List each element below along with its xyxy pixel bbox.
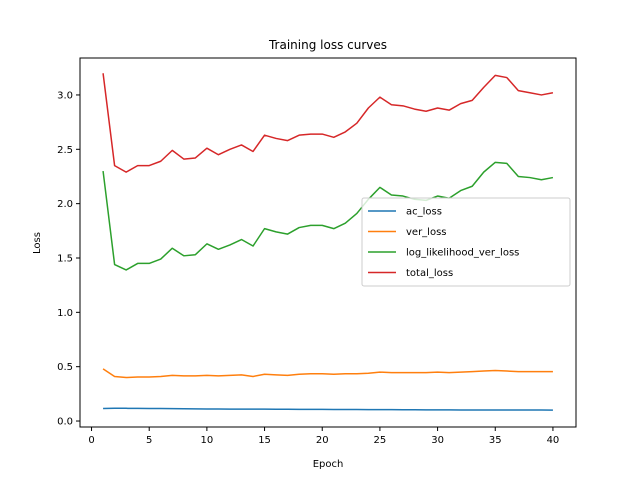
y-axis-ticks: 0.0 0.5 1.0 1.5 2.0 2.5 3.0 [57,90,80,428]
y-tick-label: 3.0 [57,90,73,101]
x-tick-label: 20 [316,435,329,446]
x-tick-label: 15 [258,435,271,446]
y-tick-label: 0.0 [57,417,73,428]
x-tick-label: 25 [374,435,387,446]
series-line-ver-loss [102,368,553,379]
legend: ac_loss ver_loss log_likelihood_ver_lossto… [361,197,571,287]
x-tick-label: 30 [431,435,444,446]
legend-box [361,197,571,287]
x-tick-label: 10 [201,435,214,446]
series-line-total-loss [102,73,554,173]
x-tick-label: 0 [88,435,94,446]
series-lines [102,73,554,411]
chart-title: Training loss curves [268,38,387,52]
x-axis-title: Epoch [313,459,344,470]
legend-label: total_loss [406,268,453,279]
y-axis-title: Loss [32,232,43,254]
series-line-log-likelihood-ver-loss [102,161,554,271]
y-tick-label: 0.5 [57,362,73,373]
legend-label: log_likelihood_ver_loss [406,248,519,259]
legend-label: ac_loss [406,207,442,218]
x-tick-label: 35 [489,435,502,446]
series-line-ac-loss [103,407,553,411]
y-tick-label: 1.5 [57,253,73,264]
y-tick-label: 1.0 [57,308,73,319]
axes-frame [79,57,577,428]
x-tick-label: 5 [146,435,152,446]
x-tick-label: 40 [547,435,560,446]
y-tick-label: 2.5 [57,145,73,156]
x-axis-ticks: 0 5 10 15 20 25 30 35 40 [88,427,559,446]
legend-label: ver_loss [406,227,447,238]
y-tick-label: 2.0 [57,199,73,210]
